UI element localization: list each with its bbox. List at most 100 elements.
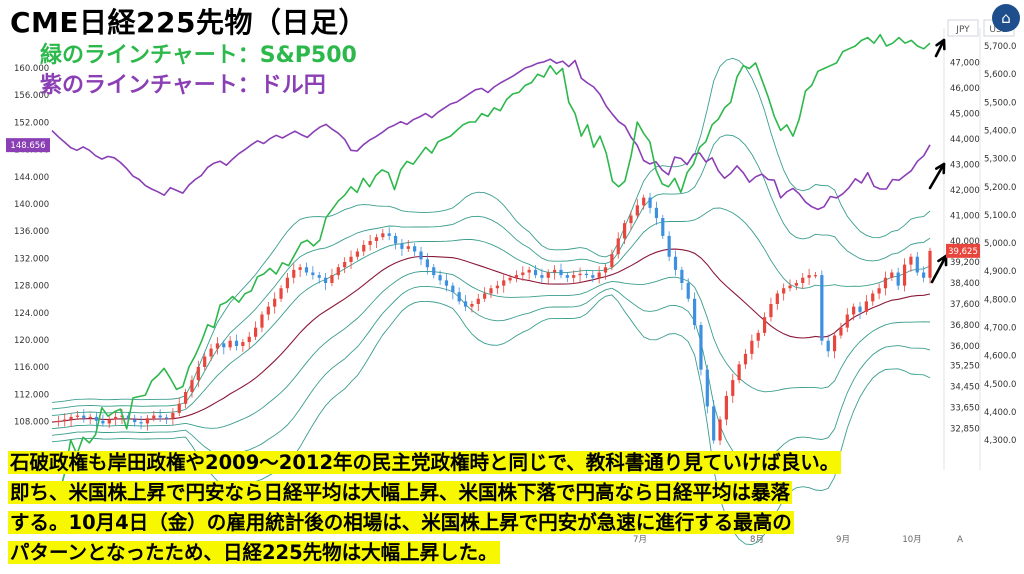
legend-usdjpy: 紫のラインチャート：ドル円	[40, 73, 326, 98]
candle-body	[209, 348, 213, 357]
candle-body	[902, 264, 907, 286]
candle-body	[279, 288, 283, 299]
candle-body	[712, 406, 716, 441]
nikkei-tick-label: 36,000	[950, 342, 980, 352]
candle-body	[801, 277, 805, 283]
candle-body	[75, 415, 80, 417]
month-label: 8月	[750, 535, 764, 545]
candle-body	[508, 277, 512, 281]
candle-body	[502, 280, 506, 286]
usdjpy-tick-label: 120.000	[14, 336, 49, 346]
candle-body	[928, 250, 932, 278]
candle-body	[839, 327, 843, 336]
candle-body	[470, 304, 474, 307]
axis-tab-jpy: JPY	[955, 25, 970, 35]
auto-scale-button: A	[957, 535, 964, 545]
candle-body	[273, 298, 277, 307]
candle-body	[63, 419, 67, 421]
candle-body	[540, 275, 544, 278]
sp500-tick-label: 5,100.0	[984, 211, 1016, 221]
candle-body	[680, 269, 684, 283]
nikkei-tick-label: 37,600	[950, 300, 980, 310]
arrow-usdjpy-icon	[928, 162, 946, 190]
nikkei-tick-label: 35,250	[950, 362, 980, 372]
candle-body	[546, 272, 550, 278]
candle-body	[330, 275, 334, 283]
candle-body	[152, 415, 156, 419]
candle-body	[234, 340, 239, 346]
candle-body	[336, 267, 340, 276]
nikkei-tick-label: 43,000	[950, 161, 980, 171]
candle-body	[298, 267, 302, 270]
candle-body	[699, 325, 703, 370]
candle-body	[807, 275, 811, 278]
candle-body	[692, 298, 697, 325]
candle-body	[343, 262, 347, 268]
arrow-usdjpy-icon-shaft	[928, 162, 946, 190]
candle-body	[909, 256, 913, 265]
month-label: 7月	[633, 535, 647, 545]
candle-body	[425, 259, 429, 268]
candle-body	[686, 283, 690, 299]
legend-sp500: 緑のラインチャート：S&P500	[40, 43, 357, 68]
candle-body	[355, 251, 359, 257]
candle-body	[56, 420, 60, 423]
candle-body	[393, 235, 398, 244]
candle-body	[922, 272, 926, 278]
usdjpy-current-label: 148.656	[10, 141, 45, 151]
candle-body	[737, 364, 741, 381]
caption-text-3: する。10月4日（金）の雇用統計後の相場は、米国株上昇で円安が急速に進行する最高…	[8, 511, 794, 534]
caption-text-2: 即ち、米国株上昇で円安なら日経平均は大幅上昇、米国株下落で円高なら日経平均は暴落	[8, 481, 793, 504]
candle-body	[101, 420, 105, 424]
candle-body	[444, 280, 449, 286]
candle-body	[368, 241, 372, 245]
caption-line-3: する。10月4日（金）の雇用統計後の相場は、米国株上昇で円安が急速に進行する最高…	[8, 508, 1024, 538]
candle-body	[400, 243, 404, 249]
house-icon[interactable]: ⌂	[992, 4, 1020, 32]
sp500-tick-label: 4,800.0	[984, 295, 1016, 305]
sp500-tick-label: 4,700.0	[984, 324, 1016, 334]
usdjpy-tick-label: 116.000	[14, 363, 49, 373]
usdjpy-line	[51, 58, 931, 211]
candle-body	[362, 244, 366, 252]
candle-body	[381, 233, 385, 238]
candle-body	[769, 304, 773, 318]
usdjpy-tick-label: 136.000	[14, 227, 49, 237]
candle-body	[794, 283, 798, 286]
candle-body	[292, 269, 296, 278]
nikkei-tick-label: 34,450	[950, 383, 980, 393]
candle-body	[527, 269, 531, 273]
candle-body	[253, 327, 258, 337]
candle-body	[215, 343, 220, 349]
candle-body	[616, 238, 620, 255]
candle-body	[432, 267, 436, 276]
arrow-sp500-icon	[934, 38, 946, 58]
caption-line-2: 即ち、米国株上昇で円安なら日経平均は大幅上昇、米国株下落で円高なら日経平均は暴落	[8, 478, 1024, 508]
band-upper-3sigma	[51, 57, 931, 403]
caption-text-1: 石破政権も岸田政権や2009〜2012年の民主党政権時と同じで、教科書通り見てい…	[8, 451, 842, 474]
candle-body	[177, 403, 181, 413]
candle-body	[323, 277, 328, 283]
candle-body	[883, 277, 888, 289]
nikkei-tick-label: 40,000	[950, 237, 980, 247]
candle-body	[483, 293, 487, 299]
sp500-tick-label: 5,000.0	[984, 239, 1016, 249]
candle-body	[559, 269, 563, 276]
nikkei-tick-label: 44,000	[950, 135, 980, 145]
band-middle-ma	[51, 248, 931, 423]
candle-body	[317, 275, 321, 278]
nikkei-current-label: 39,625	[948, 247, 978, 257]
candle-body	[762, 317, 767, 333]
arrow-sp500-icon-head	[935, 38, 946, 51]
candle-body	[139, 422, 143, 424]
candle-body	[419, 251, 423, 260]
sp500-tick-label: 5,300.0	[984, 155, 1016, 165]
candle-body	[667, 235, 671, 257]
usdjpy-tick-label: 160.000	[14, 64, 49, 74]
usdjpy-tick-label: 108.000	[14, 418, 49, 428]
candle-body	[304, 267, 309, 273]
sp500-tick-label: 5,400.0	[984, 126, 1016, 136]
candle-body	[635, 205, 639, 216]
sp500-line	[51, 33, 931, 499]
nikkei-tick-label: 47,000	[950, 59, 980, 69]
